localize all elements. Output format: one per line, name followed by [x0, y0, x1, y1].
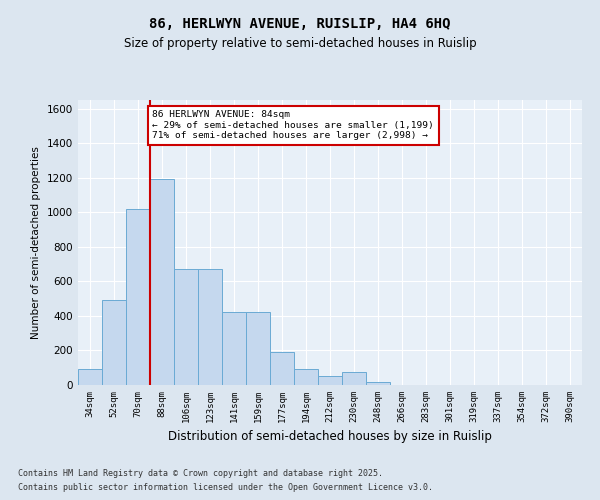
Bar [150, 180, 174, 385]
Text: 86, HERLWYN AVENUE, RUISLIP, HA4 6HQ: 86, HERLWYN AVENUE, RUISLIP, HA4 6HQ [149, 18, 451, 32]
Text: 86 HERLWYN AVENUE: 84sqm
← 29% of semi-detached houses are smaller (1,199)
71% o: 86 HERLWYN AVENUE: 84sqm ← 29% of semi-d… [152, 110, 434, 140]
Bar [126, 209, 150, 385]
Bar [198, 270, 222, 385]
Bar [270, 352, 294, 385]
X-axis label: Distribution of semi-detached houses by size in Ruislip: Distribution of semi-detached houses by … [168, 430, 492, 444]
Bar [342, 372, 366, 385]
Bar [318, 376, 342, 385]
Bar [294, 370, 318, 385]
Y-axis label: Number of semi-detached properties: Number of semi-detached properties [31, 146, 41, 339]
Bar [174, 270, 198, 385]
Bar [102, 300, 126, 385]
Text: Contains HM Land Registry data © Crown copyright and database right 2025.: Contains HM Land Registry data © Crown c… [18, 468, 383, 477]
Bar [222, 312, 246, 385]
Bar [246, 312, 270, 385]
Text: Size of property relative to semi-detached houses in Ruislip: Size of property relative to semi-detach… [124, 38, 476, 51]
Bar [366, 382, 390, 385]
Text: Contains public sector information licensed under the Open Government Licence v3: Contains public sector information licen… [18, 484, 433, 492]
Bar [78, 370, 102, 385]
